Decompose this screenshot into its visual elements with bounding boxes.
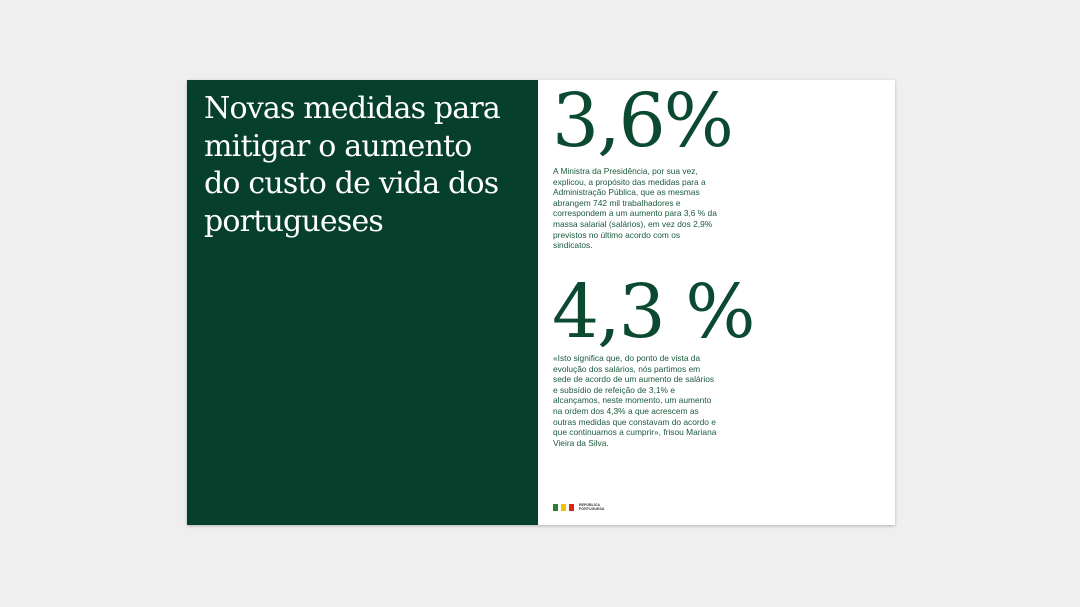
logo-text: REPÚBLICA PORTUGUESA bbox=[579, 503, 604, 511]
body-text: «Isto significa que, do ponto de vista d… bbox=[553, 353, 753, 448]
text-line: mitigar o aumento bbox=[204, 128, 472, 164]
right-page: 3,6% A Ministra da Presidência, por sua … bbox=[538, 80, 895, 525]
text-line: que continuamos a cumprir», frisou Maria… bbox=[553, 427, 717, 438]
text-line: Novas medidas para bbox=[204, 91, 501, 126]
text-line: evolução dos salários, nós partimos em bbox=[553, 363, 701, 374]
text-line: e subsídio de refeição de 3,1% e bbox=[553, 384, 675, 395]
text-line: sindicatos. bbox=[553, 240, 593, 251]
text-line: REPÚBLICA bbox=[579, 503, 600, 507]
text-line: na ordem dos 4,3% a que acrescem as bbox=[553, 405, 699, 416]
text-line: A Ministra da Presidência, por sua vez, bbox=[553, 166, 698, 176]
text-line: Administração Pública, que as mesmas bbox=[553, 187, 700, 198]
text-line: correspondem a um aumento para 3,6 % da bbox=[553, 208, 717, 219]
logo-flag bbox=[569, 503, 574, 511]
brochure-spread: Novas medidas para mitigar o aumento do cu… bbox=[187, 80, 895, 525]
text-line: portugueses bbox=[204, 203, 384, 239]
figure: 4,3 % bbox=[552, 269, 756, 355]
text-line: abrangem 742 mil trabalhadores e bbox=[553, 197, 681, 208]
text-line: do custo de vida dos bbox=[204, 166, 499, 201]
body-text: A Ministra da Presidência, por sua vez, e… bbox=[553, 166, 753, 251]
left-page: Novas medidas para mitigar o aumento do cu… bbox=[187, 80, 538, 525]
text-line: massa salarial (salários), em vez dos 2,… bbox=[553, 218, 713, 229]
text-line: explicou, a propósito das medidas para a bbox=[553, 176, 706, 187]
figure: 3,6% bbox=[552, 78, 734, 164]
text-line: sede de acordo de um aumento de salários bbox=[553, 374, 715, 385]
logo: REPÚBLICA PORTUGUESA bbox=[553, 503, 604, 511]
text-line: «Isto significa que, do ponto de vista d… bbox=[553, 353, 701, 363]
logo-flag bbox=[561, 503, 566, 511]
text-line: outras medidas que constavam do acordo e bbox=[553, 416, 716, 427]
logo-flag bbox=[553, 503, 558, 511]
text-line: alcançamos, neste momento, um aumento bbox=[553, 395, 712, 406]
text-line: Vieira da Silva. bbox=[553, 437, 609, 448]
text-line: PORTUGUESA bbox=[579, 507, 605, 511]
title: Novas medidas para mitigar o aumento do cu… bbox=[204, 90, 501, 240]
text-line: previstos no último acordo com os bbox=[553, 229, 681, 240]
